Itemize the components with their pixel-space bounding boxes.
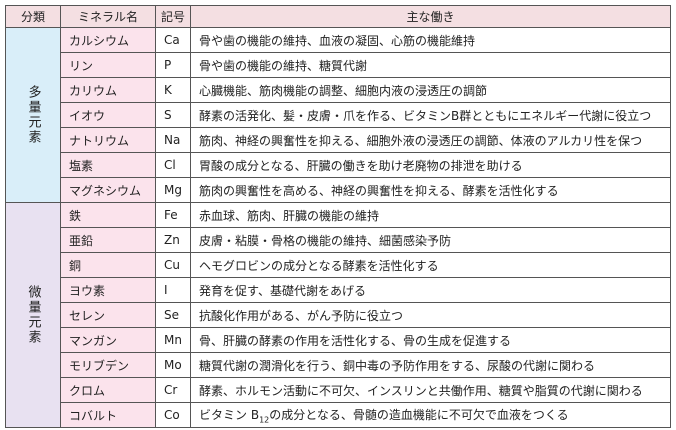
group-cell: 微量元素 — [5, 202, 61, 428]
table-row: カリウム K 心臓機能、筋肉機能の調整、細胞内液の浸透圧の調節 — [6, 77, 671, 103]
table-row: ナトリウム Na 筋肉、神経の興奮性を抑える、細胞外液の浸透圧の調節、体液のアルカリ… — [6, 127, 671, 153]
header-cell: ミネラル名 — [60, 5, 156, 28]
symbol: Mn — [155, 327, 191, 353]
symbol: K — [155, 77, 191, 103]
symbol: Mo — [155, 352, 191, 378]
mineral-name: マグネシウム — [60, 177, 156, 203]
table-row: セレン Se 抗酸化作用がある、がん予防に役立つ — [6, 302, 671, 328]
function: 抗酸化作用がある、がん予防に役立つ — [190, 302, 671, 328]
function: 発育を促す、基礎代謝をあげる — [190, 277, 671, 303]
function-text: の成分となる、骨髄の造血機能に不可欠で血液をつくる — [269, 407, 569, 422]
mineral-name: 銅 — [60, 252, 156, 278]
table-row: マンガン Mn 骨、肝臓の酵素の作用を活性化する、骨の生成を促進する — [6, 327, 671, 353]
table-row: マグネシウム Mg 筋肉の興奮性を高める、神経の興奮性を抑える、酵素を活性化する — [6, 177, 671, 203]
mineral-name: 鉄 — [60, 202, 156, 228]
header-cell: 分類 — [5, 5, 61, 28]
symbol: Se — [155, 302, 191, 328]
mineral-name: コバルト — [60, 402, 156, 428]
symbol: Cr — [155, 377, 191, 403]
mineral-table: 分類 ミネラル名 記号 主な働き 多量元素 カルシウム Ca 骨や歯の機能の維持、血液… — [5, 5, 671, 428]
table-row: モリブデン Mo 糖質代謝の潤滑化を行う、銅中毒の予防作用をする、尿酸の代謝に関わる — [6, 352, 671, 378]
function: 酵素の活発化、髪・皮膚・爪を作る、ビタミンB群とともにエネルギー代謝に役立つ — [190, 102, 671, 128]
mineral-name: マンガン — [60, 327, 156, 353]
table-row: 微量元素鉄 Fe 赤血球、筋肉、肝臓の機能の維持 — [5, 202, 671, 428]
table-row: クロム Cr 酵素、ホルモン活動に不可欠、インスリンと共働作用、糖質や脂質の代謝に関… — [6, 377, 671, 403]
function: 胃酸の成分となる、肝臓の働きを助け老廃物の排泄を助ける — [190, 152, 671, 178]
symbol: Fe — [155, 202, 191, 228]
mineral-name: ヨウ素 — [60, 277, 156, 303]
function: ビタミン B12の成分となる、骨髄の造血機能に不可欠で血液をつくる — [190, 402, 671, 428]
symbol: Co — [155, 402, 191, 428]
table-row: 塩素 Cl 胃酸の成分となる、肝臓の働きを助け老廃物の排泄を助ける — [6, 152, 671, 178]
function-text: ビタミン B — [199, 407, 260, 422]
symbol: P — [155, 52, 191, 78]
function: 赤血球、筋肉、肝臓の機能の維持 — [190, 202, 671, 228]
function: 筋肉の興奮性を高める、神経の興奮性を抑える、酵素を活性化する — [190, 177, 671, 203]
function: 皮膚・粘膜・骨格の機能の維持、細菌感染予防 — [190, 227, 671, 253]
mineral-name: モリブデン — [60, 352, 156, 378]
mineral-name: イオウ — [60, 102, 156, 128]
mineral-name: 亜鉛 — [60, 227, 156, 253]
function: 酵素、ホルモン活動に不可欠、インスリンと共働作用、糖質や脂質の代謝に関わる — [190, 377, 671, 403]
table-row: リン P 骨や歯の機能の維持、糖質代謝 — [6, 52, 671, 78]
mineral-name: セレン — [60, 302, 156, 328]
mineral-name: ナトリウム — [60, 127, 156, 153]
function: 骨や歯の機能の維持、血液の凝固、心筋の機能維持 — [190, 27, 671, 53]
symbol: Mg — [155, 177, 191, 203]
symbol: Zn — [155, 227, 191, 253]
symbol: Ca — [155, 27, 191, 53]
mineral-name: 塩素 — [60, 152, 156, 178]
function: 筋肉、神経の興奮性を抑える、細胞外液の浸透圧の調節、体液のアルカリ性を保つ — [190, 127, 671, 153]
function: 糖質代謝の潤滑化を行う、銅中毒の予防作用をする、尿酸の代謝に関わる — [190, 352, 671, 378]
function: 骨や歯の機能の維持、糖質代謝 — [190, 52, 671, 78]
mineral-name: リン — [60, 52, 156, 78]
table-row: コバルト Co ビタミン B12の成分となる、骨髄の造血機能に不可欠で血液をつくる — [6, 402, 671, 428]
function: 心臓機能、筋肉機能の調整、細胞内液の浸透圧の調節 — [190, 77, 671, 103]
header-cell: 主な働き — [190, 5, 671, 28]
mineral-name: カリウム — [60, 77, 156, 103]
function: ヘモグロビンの成分となる酵素を活性化する — [190, 252, 671, 278]
symbol: I — [155, 277, 191, 303]
table-row: 亜鉛 Zn 皮膚・粘膜・骨格の機能の維持、細菌感染予防 — [6, 227, 671, 253]
symbol: Cu — [155, 252, 191, 278]
header-cell: 記号 — [155, 5, 191, 28]
header-row: 分類 ミネラル名 記号 主な働き — [5, 5, 671, 28]
function-text: 12 — [259, 415, 270, 425]
table-row: イオウ S 酵素の活発化、髪・皮膚・爪を作る、ビタミンB群とともにエネルギー代謝に役… — [6, 102, 671, 128]
symbol: Cl — [155, 152, 191, 178]
group-cell: 多量元素 — [5, 27, 61, 203]
table-row: 銅 Cu ヘモグロビンの成分となる酵素を活性化する — [6, 252, 671, 278]
mineral-name: クロム — [60, 377, 156, 403]
table-row: 多量元素 カルシウム Ca 骨や歯の機能の維持、血液の凝固、心筋の機能維持 — [5, 27, 671, 203]
mineral-name: カルシウム — [60, 27, 156, 53]
symbol: Na — [155, 127, 191, 153]
function: 骨、肝臓の酵素の作用を活性化する、骨の生成を促進する — [190, 327, 671, 353]
symbol: S — [155, 102, 191, 128]
table-row: ヨウ素 I 発育を促す、基礎代謝をあげる — [6, 277, 671, 303]
